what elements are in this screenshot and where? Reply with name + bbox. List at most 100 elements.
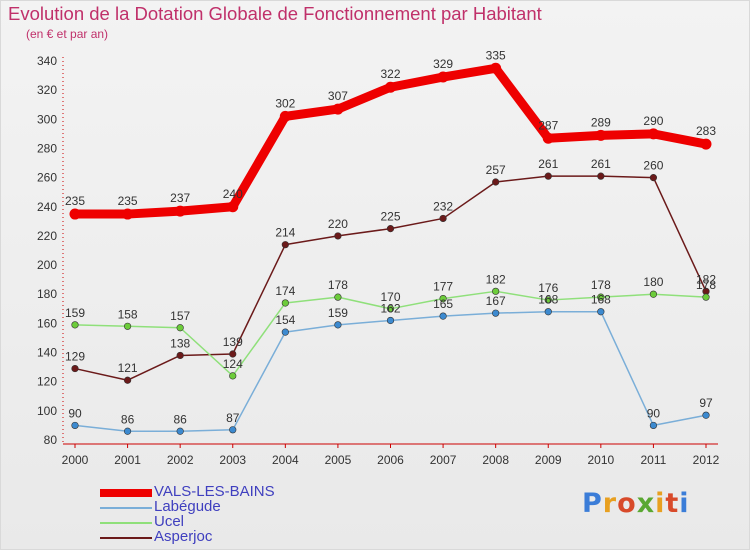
data-label-asperjoc: 260 [643, 159, 663, 173]
data-label-labegude: 97 [699, 396, 713, 410]
legend-swatch-labegude [100, 507, 152, 509]
x-tick-label: 2011 [641, 453, 667, 467]
data-point-ucel [386, 305, 395, 313]
y-tick-label: 180 [37, 287, 57, 301]
data-label-labegude: 86 [173, 412, 187, 426]
data-label-vals-les-bains: 335 [486, 48, 506, 62]
logo-letter: o [617, 488, 637, 519]
data-point-asperjoc [229, 350, 237, 358]
data-label-ucel: 159 [65, 306, 85, 320]
data-label-labegude: 168 [538, 293, 558, 307]
data-label-labegude: 167 [486, 294, 506, 308]
logo-letter: t [665, 488, 680, 519]
data-point-vals-les-bains [595, 129, 607, 141]
x-tick-label: 2012 [693, 453, 720, 467]
x-tick-label: 2005 [325, 453, 352, 467]
data-point-asperjoc [492, 178, 500, 186]
data-point-asperjoc [386, 225, 395, 233]
y-tick-label: 140 [37, 346, 57, 360]
data-label-asperjoc: 261 [538, 157, 558, 171]
series-line-labegude [74, 310, 707, 433]
data-label-asperjoc: 129 [65, 350, 85, 364]
series-layer [69, 62, 712, 435]
data-point-labegude [386, 316, 395, 325]
y-tick-label: 280 [37, 141, 57, 155]
data-label-asperjoc: 220 [328, 217, 348, 231]
logo-letter: x [636, 488, 656, 519]
data-point-ucel [281, 299, 289, 307]
data-point-asperjoc [544, 172, 552, 180]
y-tick-label: 120 [37, 375, 57, 389]
data-label-ucel: 170 [380, 290, 400, 304]
y-tick-label: 160 [37, 316, 57, 330]
data-label-labegude: 168 [591, 293, 611, 307]
data-point-labegude [123, 427, 132, 435]
x-tick-label: 2004 [272, 453, 299, 467]
data-point-ucel [702, 293, 710, 301]
data-label-asperjoc: 261 [591, 157, 611, 171]
legend-swatch-ucel [100, 522, 152, 524]
logo-letter: i [679, 488, 690, 519]
y-tick-label: 340 [37, 54, 57, 68]
data-point-labegude [702, 411, 710, 419]
logo-letter: r [602, 488, 618, 519]
series-labegude [71, 308, 710, 435]
data-label-vals-les-bains: 302 [275, 96, 295, 110]
data-point-vals-les-bains [279, 110, 291, 122]
data-point-vals-les-bains [122, 208, 134, 220]
y-tick-label: 240 [37, 200, 57, 214]
data-point-ucel [439, 295, 447, 303]
data-point-asperjoc [71, 364, 79, 373]
data-label-labegude: 162 [380, 301, 400, 315]
data-label-ucel: 180 [643, 275, 663, 289]
data-label-asperjoc: 139 [223, 335, 243, 349]
x-tick-label: 2001 [114, 453, 141, 467]
data-point-labegude [649, 421, 658, 430]
series-asperjoc [71, 172, 710, 384]
y-tick-label: 260 [37, 171, 57, 185]
data-point-ucel [492, 287, 500, 295]
data-label-labegude: 154 [275, 313, 295, 327]
data-label-ucel: 157 [170, 309, 190, 323]
y-tick-label: 320 [37, 83, 57, 97]
data-label-labegude: 87 [226, 411, 240, 425]
data-label-vals-les-bains: 287 [538, 118, 558, 132]
data-label-asperjoc: 182 [696, 272, 716, 286]
data-point-vals-les-bains [332, 103, 344, 115]
data-label-ucel: 178 [591, 278, 611, 292]
series-ucel [71, 287, 710, 380]
data-point-asperjoc [176, 351, 184, 360]
data-point-ucel [71, 321, 79, 329]
series-vals-les-bains [69, 62, 712, 220]
legend-swatch-asperjoc [100, 537, 152, 539]
y-tick-label: 300 [37, 112, 57, 126]
line-chart: 80 100 120 140 160 180 200 220 240 260 280 300 320 34… [37, 48, 720, 467]
data-label-labegude: 90 [647, 406, 661, 420]
y-tick-label: 200 [37, 258, 57, 272]
logo-letter: P [582, 488, 603, 519]
data-label-vals-les-bains: 283 [696, 124, 716, 138]
data-label-asperjoc: 138 [170, 336, 190, 350]
legend-label-labegude: Labégude [154, 498, 221, 515]
y-tick-label: 220 [37, 229, 57, 243]
data-label-asperjoc: 214 [275, 226, 295, 240]
data-label-asperjoc: 257 [486, 163, 506, 177]
x-tick-label: 2008 [482, 453, 509, 467]
legend-label-asperjoc: Asperjoc [154, 528, 213, 545]
data-label-labegude: 165 [433, 297, 453, 311]
x-tick-label: 2009 [535, 453, 562, 467]
data-label-ucel: 178 [328, 278, 348, 292]
data-point-vals-les-bains [542, 132, 554, 144]
data-point-asperjoc [334, 232, 342, 240]
x-tick-label: 2003 [219, 453, 246, 467]
chart-subtitle: (en € et par an) [26, 27, 109, 41]
data-label-ucel: 177 [433, 280, 453, 294]
data-label-asperjoc: 121 [118, 361, 138, 375]
x-tick-label: 2002 [167, 453, 194, 467]
data-point-vals-les-bains [69, 208, 81, 220]
data-label-vals-les-bains: 307 [328, 89, 348, 103]
data-label-ucel: 182 [486, 272, 506, 286]
data-label-labegude: 90 [68, 406, 82, 420]
data-point-labegude [281, 328, 289, 336]
